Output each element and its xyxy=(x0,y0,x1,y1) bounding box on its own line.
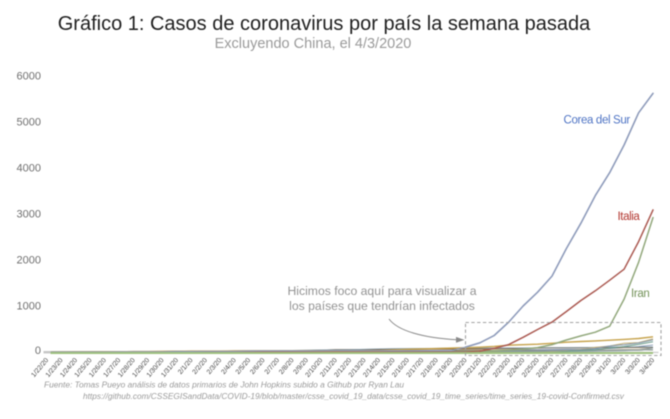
svg-text:Fuente: Tomas Pueyo análisis d: Fuente: Tomas Pueyo análisis de datos pr… xyxy=(44,379,404,389)
svg-text:3000: 3000 xyxy=(17,209,41,221)
svg-text:2000: 2000 xyxy=(17,255,41,267)
svg-text:4000: 4000 xyxy=(17,163,41,175)
svg-text:1000: 1000 xyxy=(17,301,41,313)
svg-text:Italia: Italia xyxy=(618,211,641,223)
svg-text:los países que tendrían infect: los países que tendrían infectados xyxy=(289,299,475,313)
svg-text:6000: 6000 xyxy=(17,71,41,83)
svg-text:Corea del Sur: Corea del Sur xyxy=(564,115,631,127)
svg-text:https://github.com/CSSEGISandD: https://github.com/CSSEGISandData/COVID-… xyxy=(83,391,625,401)
svg-text:Hicimos foco aquí para visuali: Hicimos foco aquí para visualizar a xyxy=(288,284,477,298)
svg-text:Iran: Iran xyxy=(631,288,649,300)
svg-text:Gráfico 1: Casos de coronaviru: Gráfico 1: Casos de coronavirus por país… xyxy=(58,13,591,35)
svg-text:Excluyendo China, el 4/3/2020: Excluyendo China, el 4/3/2020 xyxy=(215,36,412,52)
svg-text:0: 0 xyxy=(35,345,41,357)
svg-text:5000: 5000 xyxy=(17,117,41,129)
